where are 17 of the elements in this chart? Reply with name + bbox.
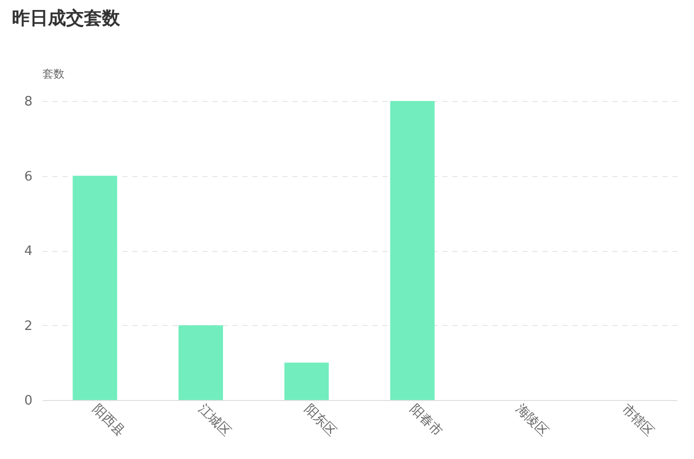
x-tick-label: 海陵区 (512, 402, 551, 440)
y-tick-label: 8 (24, 94, 32, 110)
y-tick-label: 2 (24, 318, 32, 334)
y-axis-title: 套数 (42, 68, 64, 80)
chart-title: 昨日成交套数 (12, 8, 121, 29)
x-tick-label: 阳东区 (300, 402, 340, 440)
x-tick-label: 江城区 (195, 402, 234, 440)
x-tick-label: 阳春市 (406, 402, 445, 440)
bar (390, 101, 435, 400)
y-tick-label: 4 (24, 244, 32, 259)
y-tick-label: 0 (24, 394, 32, 408)
bar (178, 325, 223, 400)
x-tick-label: 阳西县 (89, 402, 128, 440)
x-tick-label: 市辖区 (618, 402, 657, 440)
bar (284, 362, 329, 400)
y-tick-label: 6 (24, 169, 32, 184)
bar (72, 176, 118, 400)
